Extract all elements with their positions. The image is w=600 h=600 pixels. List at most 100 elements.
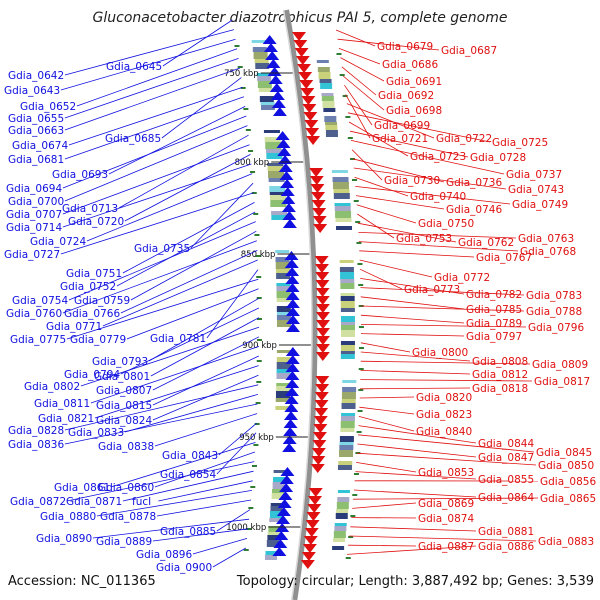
track-tick (355, 221, 361, 223)
reverse-gene-arrow (293, 40, 308, 49)
label-leader-forward (152, 528, 249, 542)
map-title: Gluconacetobacter diazotrophicus PAI 5, … (92, 10, 508, 26)
gene-label-forward: Gdia_0801 (94, 371, 150, 383)
gene-label-forward: Gdia_0655 (8, 113, 64, 125)
feature-block-right (337, 465, 352, 470)
gene-label-reverse: Gdia_0865 (540, 493, 596, 505)
feature-block-right (338, 461, 353, 465)
gene-label-forward: Gdia_0821 (38, 413, 94, 425)
feature-block-left (275, 406, 290, 410)
forward-gene-arrow (277, 499, 292, 508)
reverse-gene-arrow (299, 80, 314, 89)
gene-label-reverse: Gdia_0723 (410, 151, 466, 163)
feature-block-right (333, 531, 346, 538)
feature-block-left (273, 477, 286, 482)
label-leader-reverse (357, 443, 477, 458)
label-leader-reverse (352, 502, 417, 509)
feature-block-right (331, 170, 348, 173)
feature-block-right (337, 490, 350, 493)
forward-gene-arrow (280, 179, 295, 188)
forward-gene-arrow (285, 283, 300, 292)
feature-block-left (269, 511, 282, 518)
gene-label-forward: Gdia_0685 (105, 133, 161, 145)
feature-block-left (268, 526, 281, 532)
track-tick (254, 234, 260, 236)
track-tick (255, 255, 261, 257)
feature-block-right (340, 322, 355, 325)
label-leader-reverse (355, 471, 477, 480)
forward-gene-arrow (278, 163, 293, 172)
track-tick (248, 507, 254, 509)
forward-gene-arrow (285, 323, 300, 332)
feature-block-right (332, 177, 349, 182)
track-tick (345, 116, 351, 118)
track-tick (352, 494, 358, 496)
feature-block-left (269, 195, 286, 200)
reverse-gene-arrow (306, 512, 321, 521)
track-tick (254, 423, 260, 425)
label-leader-forward (68, 86, 243, 146)
forward-gene-arrow (285, 275, 300, 284)
gene-label-forward: Gdia_0900 (156, 562, 212, 574)
gene-label-reverse: Gdia_0809 (532, 359, 588, 371)
track-tick (246, 528, 252, 530)
feature-block-left (258, 88, 273, 92)
gene-label-reverse: Gdia_0874 (418, 513, 474, 525)
reverse-gene-arrow (311, 200, 326, 209)
track-tick (348, 536, 354, 538)
gene-label-reverse: Gdia_0796 (528, 322, 584, 334)
reverse-gene-arrow (302, 104, 317, 113)
track-tick (237, 66, 243, 68)
forward-gene-arrow (267, 67, 282, 76)
gene-label-forward: fucI (132, 496, 151, 508)
reverse-gene-arrow (309, 176, 324, 185)
gene-label-forward: Gdia_0860 (98, 482, 154, 494)
gene-label-reverse: Gdia_0746 (446, 204, 502, 216)
gene-label-reverse: Gdia_0721 (372, 133, 428, 145)
track-tick (256, 360, 262, 362)
gene-label-reverse: Gdia_0840 (416, 426, 472, 438)
label-leader-reverse (360, 360, 531, 365)
reverse-gene-arrow (306, 136, 321, 145)
label-leader-forward (192, 538, 248, 555)
track-tick (358, 389, 364, 391)
reverse-gene-arrow (295, 56, 310, 65)
feature-block-right (333, 538, 346, 542)
label-leader-forward (124, 394, 258, 433)
track-tick (352, 179, 358, 181)
feature-block-right (340, 283, 355, 289)
label-leader-forward (92, 518, 250, 539)
track-tick (256, 339, 262, 341)
feature-block-left (268, 178, 285, 182)
track-tick (358, 368, 364, 370)
feature-block-left (276, 283, 291, 286)
feature-block-left (270, 506, 283, 511)
gene-label-reverse: Gdia_0855 (478, 474, 534, 486)
feature-block-right (340, 351, 355, 354)
gene-label-reverse: Gdia_0856 (540, 476, 596, 488)
gene-label-reverse: Gdia_0869 (418, 498, 474, 510)
gene-label-reverse: Gdia_0789 (466, 318, 522, 330)
feature-block-left (260, 105, 275, 110)
label-leader-forward (60, 192, 254, 255)
label-leader-forward (110, 442, 256, 488)
label-leader-forward (62, 163, 252, 228)
label-leader-forward (86, 173, 253, 242)
label-leader-reverse (353, 489, 477, 498)
gene-label-forward: Gdia_0793 (92, 356, 148, 368)
feature-block-right (335, 513, 348, 519)
track-tick (243, 108, 249, 110)
gene-label-forward: Gdia_0674 (12, 140, 68, 152)
reverse-gene-arrow (300, 88, 315, 97)
feature-block-left (254, 59, 269, 63)
label-leader-forward (216, 432, 257, 475)
gene-label-forward: Gdia_0828 (8, 425, 64, 437)
gene-label-forward: Gdia_0693 (52, 169, 108, 181)
forward-gene-arrow (281, 195, 296, 204)
reverse-gene-arrow (313, 424, 328, 433)
gene-label-forward: Gdia_0811 (34, 398, 90, 410)
forward-gene-arrow (279, 171, 294, 180)
reverse-gene-arrow (315, 344, 330, 353)
gene-label-forward: Gdia_0713 (62, 203, 118, 215)
feature-block-right (340, 296, 355, 301)
